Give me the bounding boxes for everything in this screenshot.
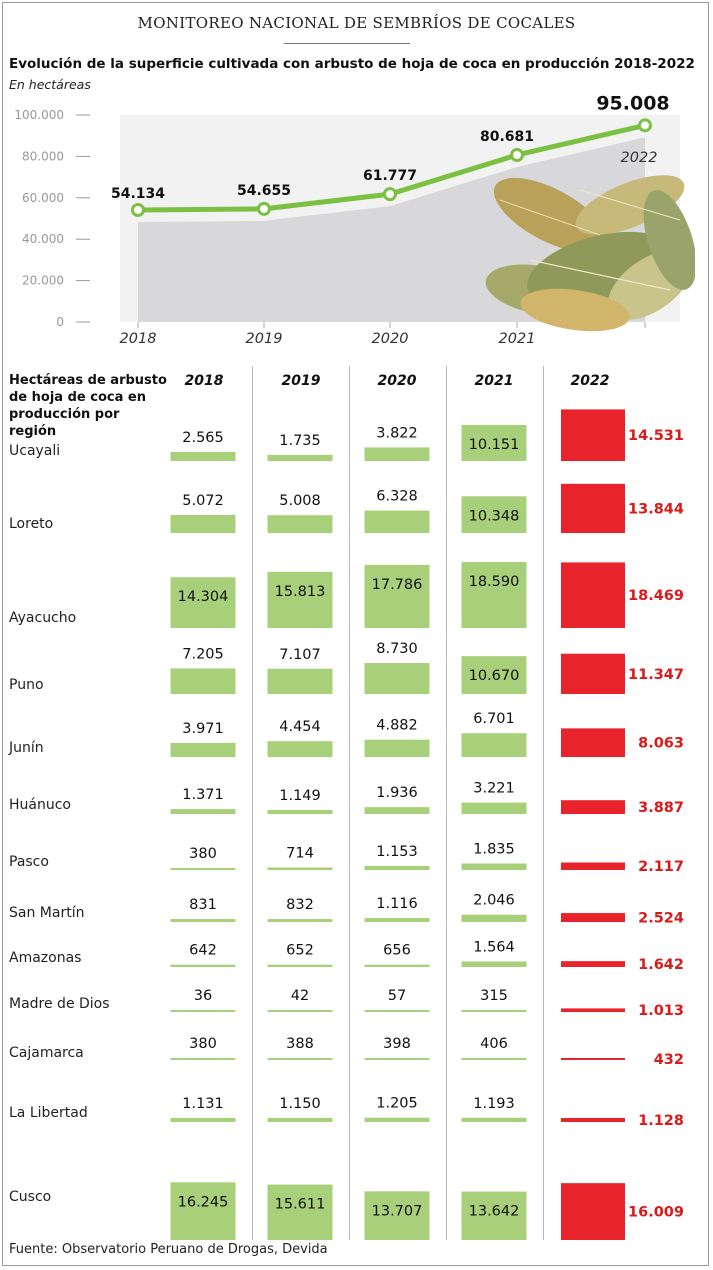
- x-tick-label: 2019: [246, 331, 283, 347]
- data-label: 95.008: [596, 95, 669, 114]
- year-header-2018: 2018: [184, 373, 224, 389]
- x-tick-label: 2020: [372, 331, 409, 347]
- region-column-header: Hectáreas de arbusto de hoja de coca en …: [9, 373, 167, 439]
- data-point: [383, 187, 397, 202]
- column-separator: [252, 366, 253, 1240]
- data-point: [131, 202, 145, 217]
- year-header-2021: 2021: [474, 373, 514, 389]
- page-header: MONITOREO NACIONAL DE SEMBRÍOS DE COCALE…: [137, 14, 576, 32]
- coca-leaf-icon: [485, 175, 695, 332]
- coca-leaves-illustration: [485, 175, 695, 332]
- data-point: [257, 201, 271, 216]
- x-tick-label: 2021: [499, 331, 536, 347]
- data-label: 54.655: [237, 183, 291, 199]
- year-header-2022: 2022: [570, 373, 610, 389]
- header-rule: [284, 43, 410, 44]
- y-tick-label: 20.000: [22, 274, 64, 288]
- data-point: [510, 147, 524, 162]
- column-separator: [543, 366, 544, 1240]
- y-tick-label: 0: [56, 315, 64, 329]
- source-note: Fuente: Observatorio Peruano de Drogas, …: [9, 1242, 328, 1257]
- x-tick-label: 2022: [621, 150, 658, 166]
- chart-title: Evolución de la superficie cultivada con…: [9, 56, 695, 72]
- year-header-2020: 2020: [377, 373, 417, 389]
- column-separator: [349, 366, 350, 1240]
- data-label: 54.134: [111, 186, 165, 202]
- y-tick-label: 100.000: [14, 108, 64, 122]
- data-label: 61.777: [363, 168, 417, 184]
- column-separator: [446, 366, 447, 1240]
- y-tick-label: 60.000: [22, 191, 64, 205]
- y-tick-label: 80.000: [22, 149, 64, 163]
- y-tick-label: 40.000: [22, 232, 64, 246]
- year-header-2019: 2019: [281, 373, 321, 389]
- chart-subtitle: En hectáreas: [9, 77, 91, 92]
- data-point: [638, 118, 652, 133]
- data-label: 80.681: [480, 129, 534, 145]
- x-tick-label: 2018: [120, 331, 157, 347]
